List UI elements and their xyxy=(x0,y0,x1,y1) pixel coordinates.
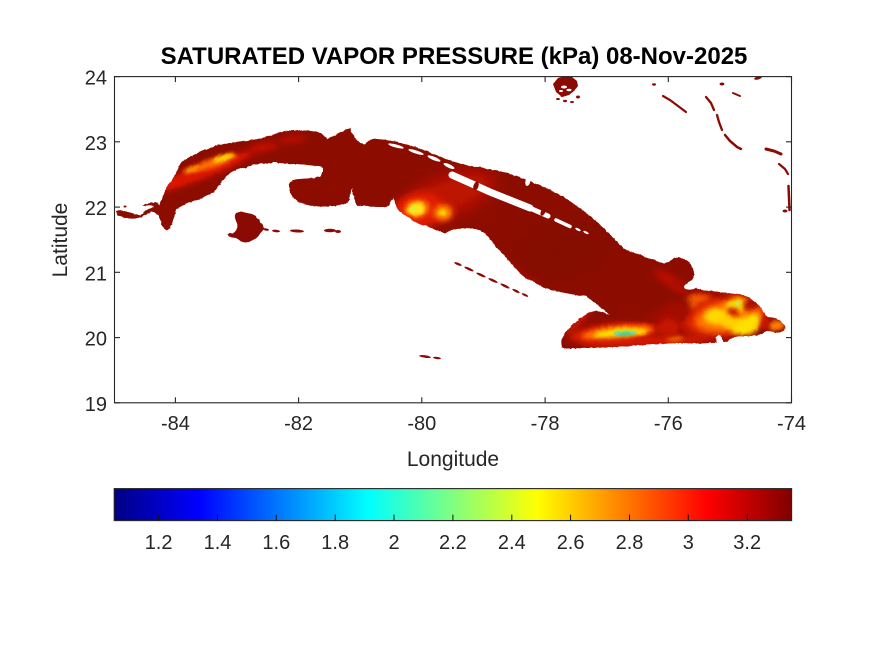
svg-text:19: 19 xyxy=(85,394,107,416)
svg-text:2: 2 xyxy=(388,532,399,554)
svg-text:21: 21 xyxy=(85,263,107,285)
svg-text:22: 22 xyxy=(85,198,107,220)
svg-text:-84: -84 xyxy=(161,413,190,435)
svg-text:2.2: 2.2 xyxy=(439,532,467,554)
svg-text:20: 20 xyxy=(85,329,107,351)
svg-text:-74: -74 xyxy=(777,413,806,435)
svg-text:24: 24 xyxy=(85,68,107,90)
svg-text:3: 3 xyxy=(683,532,694,554)
svg-text:Latitude: Latitude xyxy=(49,203,72,278)
svg-text:Longitude: Longitude xyxy=(407,448,499,471)
svg-text:-80: -80 xyxy=(407,413,436,435)
svg-text:2.4: 2.4 xyxy=(498,532,526,554)
svg-text:2.6: 2.6 xyxy=(557,532,585,554)
svg-text:-82: -82 xyxy=(284,413,313,435)
svg-text:SATURATED VAPOR PRESSURE (kPa): SATURATED VAPOR PRESSURE (kPa) 08-Nov-20… xyxy=(161,43,748,70)
svg-text:1.4: 1.4 xyxy=(204,532,232,554)
svg-text:1.2: 1.2 xyxy=(145,532,173,554)
svg-text:2.8: 2.8 xyxy=(616,532,644,554)
svg-text:-76: -76 xyxy=(654,413,683,435)
svg-text:-78: -78 xyxy=(531,413,560,435)
svg-text:1.6: 1.6 xyxy=(262,532,290,554)
svg-text:1.8: 1.8 xyxy=(321,532,349,554)
svg-text:23: 23 xyxy=(85,133,107,155)
svg-text:3.2: 3.2 xyxy=(733,532,761,554)
